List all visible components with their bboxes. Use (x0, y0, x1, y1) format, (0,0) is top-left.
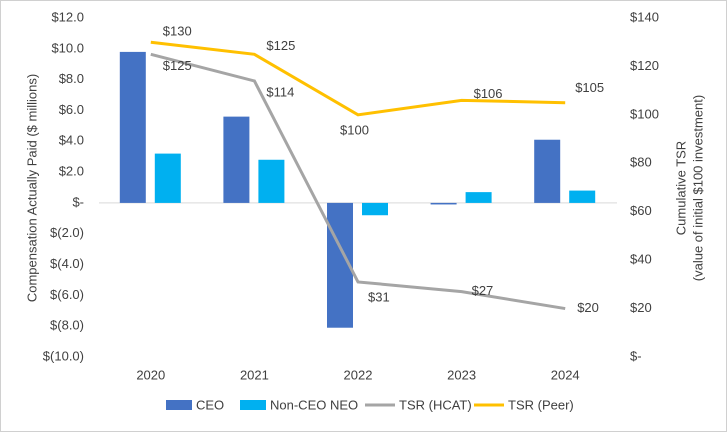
bar (362, 202, 388, 216)
y-tick-label: $10.0 (51, 40, 84, 55)
legend-label: Non-CEO NEO (270, 397, 358, 412)
y2-tick-label: $80 (630, 155, 652, 170)
bar (223, 116, 250, 203)
y2-axis-title: (value of initial $100 investment) (690, 95, 705, 281)
legend-label: CEO (196, 397, 224, 412)
y-tick-label: $8.0 (59, 71, 84, 86)
y-axis-title: Compensation Actually Paid ($ millions) (24, 74, 39, 302)
y2-tick-label: $20 (630, 300, 652, 315)
y-tick-label: $(10.0) (43, 348, 84, 363)
y2-tick-label: $60 (630, 203, 652, 218)
data-label: $100 (340, 122, 369, 137)
data-label: $125 (163, 58, 192, 73)
x-tick-label: 2020 (136, 367, 165, 382)
y-tick-label: $6.0 (59, 102, 84, 117)
legend-label: TSR (Peer) (508, 397, 574, 412)
y-tick-label: $4.0 (59, 133, 84, 148)
data-label: $114 (266, 84, 294, 99)
bar (430, 202, 457, 205)
y-tick-label: $(2.0) (50, 225, 84, 240)
x-tick-label: 2022 (344, 367, 373, 382)
bar (258, 159, 285, 203)
y-tick-label: $- (72, 194, 84, 209)
y2-tick-label: $40 (630, 252, 652, 267)
y-tick-label: $(8.0) (50, 318, 84, 333)
data-label: $27 (472, 283, 494, 298)
bar (154, 153, 181, 203)
data-label: $20 (577, 300, 599, 315)
line (150, 52, 566, 311)
x-tick-label: 2024 (551, 367, 580, 382)
data-label: $105 (575, 80, 604, 95)
y2-tick-label: $100 (630, 106, 659, 121)
data-label: $106 (474, 86, 503, 101)
bar (119, 51, 146, 203)
y-tick-label: $2.0 (59, 164, 84, 179)
legend-label: TSR (HCAT) (399, 397, 472, 412)
bar (534, 139, 561, 203)
line (150, 40, 566, 117)
x-tick-label: 2023 (447, 367, 476, 382)
data-label: $130 (163, 24, 192, 39)
y2-tick-label: $120 (630, 58, 659, 73)
x-tick-label: 2021 (240, 367, 269, 382)
y2-tick-label: $140 (630, 9, 659, 24)
y-tick-label: $(6.0) (50, 287, 84, 302)
y-tick-label: $(4.0) (50, 256, 84, 271)
legend-swatch (166, 400, 192, 410)
data-label: $31 (368, 289, 390, 304)
y2-tick-label: $- (630, 348, 642, 363)
data-label: $125 (266, 38, 295, 53)
bar (465, 192, 492, 203)
bar (569, 190, 596, 203)
y-tick-label: $12.0 (51, 9, 84, 24)
y2-axis-title: Cumulative TSR (673, 141, 688, 235)
legend-swatch (240, 400, 266, 410)
